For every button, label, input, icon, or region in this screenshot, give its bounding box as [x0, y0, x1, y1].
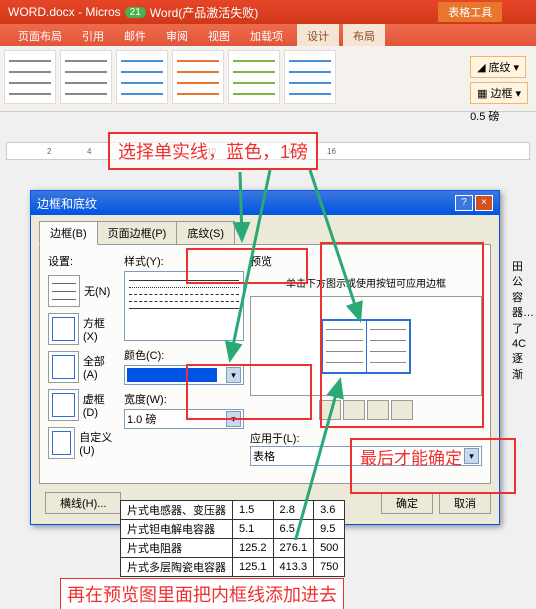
- ribbon-body: ◢ 底纹 ▾ ▦ 边框 ▾ 0.5 磅: [0, 46, 536, 112]
- pen-width[interactable]: 0.5 磅: [470, 108, 528, 124]
- tab-layout[interactable]: 页面布局: [8, 24, 72, 46]
- style-listbox[interactable]: [124, 271, 244, 341]
- setting-label: 设置:: [48, 253, 118, 269]
- doc-name: WORD.docx - Micros: [8, 5, 121, 19]
- tab-references[interactable]: 引用: [72, 24, 114, 46]
- app-titlebar: WORD.docx - Micros 21 Word(产品激活失败) 表格工具: [0, 0, 536, 24]
- border-toggle-button[interactable]: [367, 400, 389, 420]
- tab-table-design[interactable]: 设计: [297, 24, 339, 46]
- notification-badge[interactable]: 21: [125, 7, 146, 18]
- annotation-step1: 选择单实线，蓝色，1磅: [108, 132, 318, 170]
- document-table: 片式电感器、变压器1.52.83.6 片式钽电解电容器5.16.59.5 片式电…: [120, 500, 345, 577]
- chevron-down-icon: ▾: [226, 411, 241, 427]
- table-style[interactable]: [228, 50, 280, 104]
- table-style[interactable]: [60, 50, 112, 104]
- table-row: 片式多层陶瓷电容器125.1413.3750: [121, 558, 345, 577]
- preview-hint: 单击下方图示或使用按钮可应用边框: [250, 275, 482, 290]
- table-row: 片式电感器、变压器1.52.83.6: [121, 501, 345, 520]
- tab-review[interactable]: 审阅: [156, 24, 198, 46]
- border-toggle-button[interactable]: [343, 400, 365, 420]
- color-label: 颜色(C):: [124, 347, 244, 363]
- clipped-text: 田公容器… 了 4C 逐渐: [512, 260, 532, 383]
- ribbon-border-group: ◢ 底纹 ▾ ▦ 边框 ▾ 0.5 磅: [466, 50, 532, 107]
- border-toggle-button[interactable]: [391, 400, 413, 420]
- table-style[interactable]: [172, 50, 224, 104]
- cancel-button[interactable]: 取消: [439, 492, 491, 514]
- tab-view[interactable]: 视图: [198, 24, 240, 46]
- hline-button[interactable]: 横线(H)...: [45, 492, 121, 514]
- ok-button[interactable]: 确定: [381, 492, 433, 514]
- table-style[interactable]: [116, 50, 168, 104]
- tab-addins[interactable]: 加载项: [240, 24, 293, 46]
- tab-page-border[interactable]: 页面边框(P): [97, 221, 178, 245]
- dialog-tabs: 边框(B) 页面边框(P) 底纹(S): [39, 221, 491, 245]
- ribbon-tabs: 页面布局 引用 邮件 审阅 视图 加载项 设计 布局: [0, 24, 536, 46]
- annotation-step2: 再在预览图里面把内框线添加进去: [60, 578, 344, 609]
- tab-shading[interactable]: 底纹(S): [176, 221, 235, 245]
- width-label: 宽度(W):: [124, 391, 244, 407]
- dialog-title: 边框和底纹: [37, 195, 97, 212]
- border-button[interactable]: ▦ 边框 ▾: [470, 82, 528, 104]
- table-row: 片式电阻器125.2276.1500: [121, 539, 345, 558]
- opt-box[interactable]: 方框(X): [48, 313, 118, 345]
- style-label: 样式(Y):: [124, 253, 244, 269]
- preview-label: 预览: [250, 253, 482, 269]
- tab-mailings[interactable]: 邮件: [114, 24, 156, 46]
- tab-table-layout[interactable]: 布局: [343, 24, 385, 46]
- table-row: 片式钽电解电容器5.16.59.5: [121, 520, 345, 539]
- opt-all[interactable]: 全部(A): [48, 351, 118, 383]
- chevron-down-icon: ▾: [226, 367, 241, 383]
- activation-status: Word(产品激活失败): [150, 4, 258, 21]
- chevron-down-icon: ▾: [464, 448, 479, 464]
- opt-custom[interactable]: 自定义(U): [48, 427, 118, 459]
- shading-button[interactable]: ◢ 底纹 ▾: [470, 56, 526, 78]
- preview-diagram[interactable]: [250, 296, 482, 396]
- context-group-label: 表格工具: [438, 2, 502, 22]
- opt-grid[interactable]: 虚框(D): [48, 389, 118, 421]
- table-style[interactable]: [284, 50, 336, 104]
- borders-shading-dialog: 边框和底纹 ? × 边框(B) 页面边框(P) 底纹(S) 设置: 无(N) 方…: [30, 190, 500, 525]
- table-style[interactable]: [4, 50, 56, 104]
- color-combo[interactable]: ▾: [124, 365, 244, 385]
- dialog-titlebar[interactable]: 边框和底纹 ? ×: [31, 191, 499, 215]
- annotation-step3: 最后才能确定: [360, 444, 462, 469]
- close-icon[interactable]: ×: [475, 195, 493, 211]
- help-icon[interactable]: ?: [455, 195, 473, 211]
- tab-borders[interactable]: 边框(B): [39, 221, 98, 245]
- border-toggle-button[interactable]: [319, 400, 341, 420]
- width-combo[interactable]: 1.0 磅▾: [124, 409, 244, 429]
- opt-none[interactable]: 无(N): [48, 275, 118, 307]
